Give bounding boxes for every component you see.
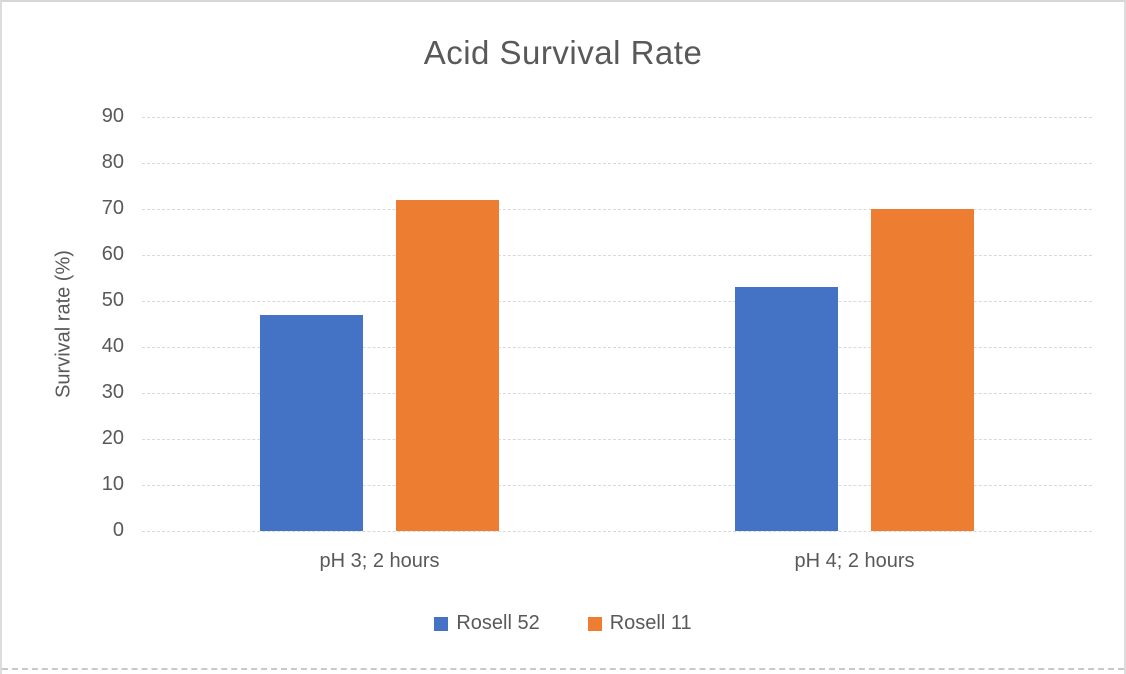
gridline — [142, 117, 1092, 118]
gridline — [142, 209, 1092, 210]
legend-swatch-icon — [434, 616, 449, 631]
gridline — [142, 485, 1092, 486]
legend-label: Rosell 52 — [456, 612, 540, 634]
y-tick-label: 0 — [112, 519, 124, 541]
legend-swatch-icon — [587, 616, 602, 631]
y-tick-label: 20 — [101, 427, 124, 449]
legend: Rosell 52 Rosell 11 — [2, 612, 1124, 635]
gridline — [142, 255, 1092, 256]
y-axis-title: Survival rate (%) — [52, 250, 75, 398]
x-axis-category-label: pH 4; 2 hours — [794, 550, 915, 572]
gridline — [142, 347, 1092, 348]
bar-rosell-11-group-2[interactable] — [871, 209, 974, 531]
y-tick-label: 40 — [101, 335, 124, 357]
chart-title: Acid Survival Rate — [423, 34, 703, 71]
y-tick-label: 70 — [101, 197, 124, 219]
bar-rosell-11-group-1[interactable] — [396, 199, 499, 531]
legend-label: Rosell 11 — [609, 612, 692, 634]
plot-area — [142, 117, 1092, 532]
legend-item-rosell-11[interactable]: Rosell 11 — [587, 612, 692, 635]
gridline — [142, 163, 1092, 164]
gridline — [142, 301, 1092, 302]
selection-border-bottom-icon — [2, 668, 1124, 670]
gridline — [142, 531, 1092, 532]
legend-item-rosell-52[interactable]: Rosell 52 — [434, 612, 540, 635]
bar-rosell-52-group-1[interactable] — [260, 314, 363, 531]
y-tick-label: 90 — [101, 105, 124, 127]
y-tick-label: 10 — [101, 473, 124, 495]
y-tick-label: 30 — [101, 381, 124, 403]
y-tick-label: 80 — [101, 151, 124, 173]
bar-rosell-52-group-2[interactable] — [735, 287, 838, 531]
x-axis-category-label: pH 3; 2 hours — [319, 550, 440, 572]
y-tick-label: 50 — [101, 289, 124, 311]
y-tick-label: 60 — [101, 243, 124, 265]
gridline — [142, 439, 1092, 440]
gridline — [142, 393, 1092, 394]
